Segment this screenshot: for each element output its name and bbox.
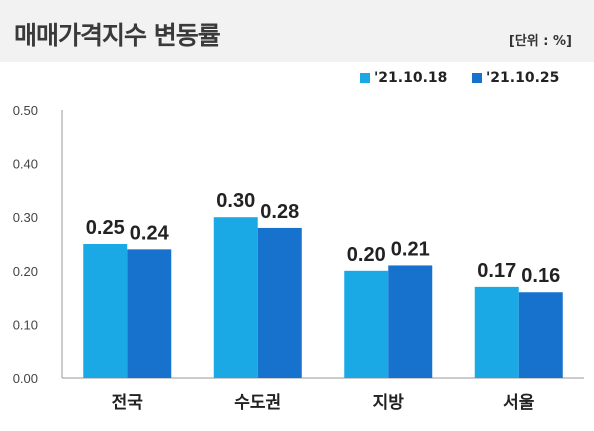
data-label: 0.24 bbox=[130, 222, 170, 244]
y-tick-label: 0.10 bbox=[13, 317, 38, 332]
legend-item-series-1: '21.10.18 bbox=[360, 70, 447, 86]
chart-legend: '21.10.18 '21.10.25 bbox=[0, 70, 594, 92]
bar-series-2 bbox=[518, 292, 563, 378]
data-label: 0.16 bbox=[521, 265, 560, 287]
data-label: 0.25 bbox=[86, 217, 125, 239]
y-tick-label: 0.30 bbox=[13, 210, 38, 225]
data-label: 0.17 bbox=[477, 260, 516, 282]
bar-series-1 bbox=[83, 244, 128, 378]
x-tick-label: 지방 bbox=[373, 393, 405, 413]
chart-title: 매매가격지수 변동률 bbox=[14, 21, 221, 50]
x-tick-label: 서울 bbox=[503, 393, 535, 413]
data-label: 0.20 bbox=[347, 244, 386, 266]
bar-series-2 bbox=[388, 265, 433, 378]
y-tick-label: 0.40 bbox=[13, 157, 38, 172]
legend-swatch-series-2 bbox=[472, 73, 482, 83]
data-label: 0.28 bbox=[260, 201, 299, 223]
legend-swatch-series-1 bbox=[360, 73, 370, 83]
x-tick-label: 수도권 bbox=[234, 393, 281, 413]
legend-label-series-2: '21.10.25 bbox=[486, 70, 560, 86]
bar-series-1 bbox=[474, 286, 519, 378]
chart-header: 매매가격지수 변동률 [단위 : %] bbox=[0, 0, 594, 62]
data-label: 0.30 bbox=[216, 190, 255, 212]
legend-item-series-2: '21.10.25 bbox=[472, 70, 559, 86]
bar-series-2 bbox=[127, 249, 172, 378]
bar-series-2 bbox=[257, 227, 302, 378]
legend-label-series-1: '21.10.18 bbox=[374, 70, 448, 86]
y-tick-label: 0.20 bbox=[13, 264, 38, 279]
y-tick-label: 0.00 bbox=[13, 371, 38, 386]
bar-series-1 bbox=[344, 270, 389, 378]
data-label: 0.21 bbox=[391, 238, 430, 260]
unit-label: [단위 : %] bbox=[508, 34, 572, 49]
x-tick-label: 전국 bbox=[112, 393, 144, 413]
y-tick-label: 0.50 bbox=[13, 103, 38, 118]
bar-series-1 bbox=[213, 217, 258, 378]
